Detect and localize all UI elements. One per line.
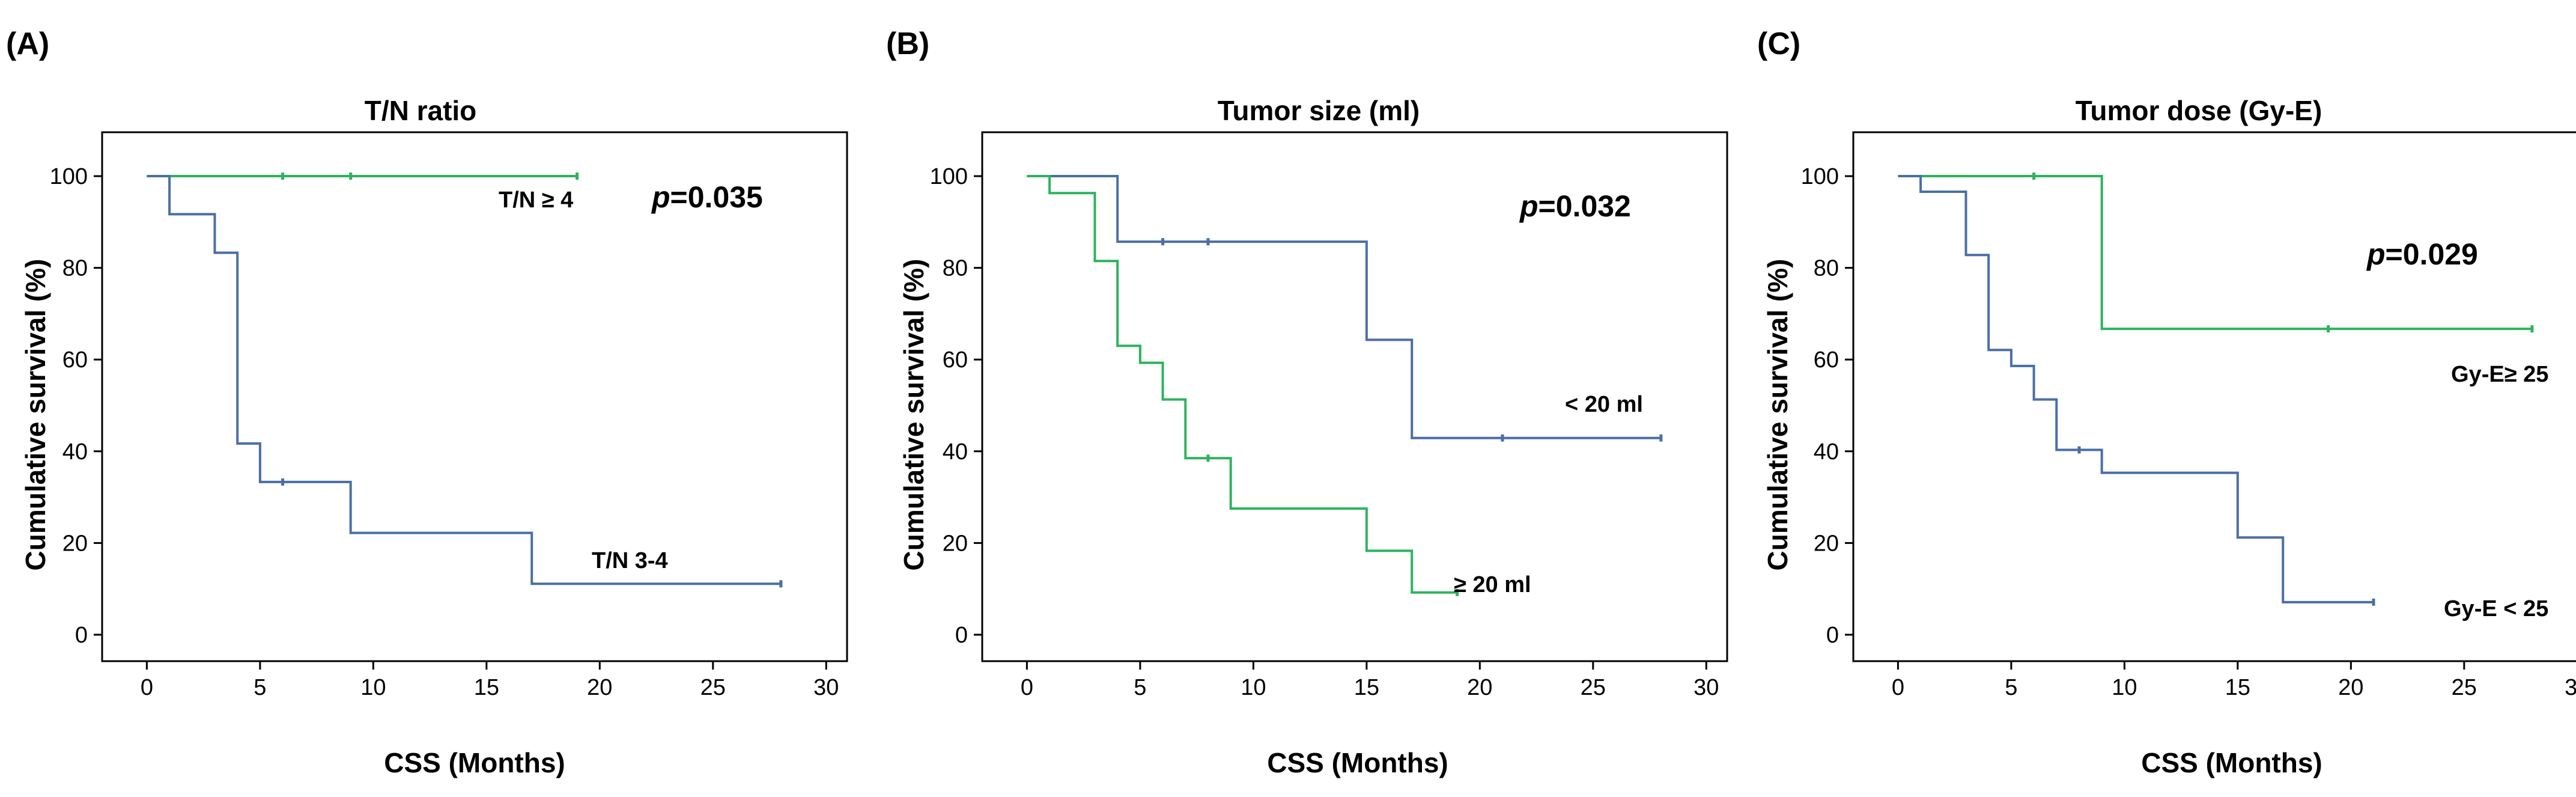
survival-curve-b-1	[1027, 175, 1457, 594]
panel-a: (A) T/N ratio 0 5 10 15 20 25 30 0 20 40 60 80 100 C…	[6, 26, 848, 778]
p-prefix-a: p	[651, 180, 670, 214]
y-tick-label-b-2: 40	[943, 439, 968, 465]
series-label-a-1: T/N 3-4	[592, 548, 668, 573]
x-tick-label-c-1: 5	[2005, 675, 2017, 700]
x-tick-label-c-6: 30	[2565, 675, 2576, 700]
panel-label-b: (B)	[886, 26, 929, 61]
axis-ticks-a: 0 5 10 15 20 25 30 0 20 40 60 80 100	[50, 164, 839, 700]
x-tick-label-b-0: 0	[1021, 675, 1033, 700]
plot-frame-b	[981, 131, 1728, 662]
y-axis-label-a: Cumulative survival (%)	[20, 259, 51, 571]
axis-ticks-b: 0 5 10 15 20 25 30 0 20 40 60 80 100	[930, 164, 1719, 700]
x-tick-label-c-5: 25	[2452, 675, 2477, 700]
x-tick-label-b-1: 5	[1134, 675, 1146, 700]
x-tick-label-b-3: 15	[1354, 675, 1379, 700]
x-tick-label-b-6: 30	[1694, 675, 1719, 700]
p-number-c: =0.029	[2386, 237, 2478, 271]
x-tick-label-a-4: 20	[587, 675, 612, 700]
x-tick-label-c-0: 0	[1892, 675, 1904, 700]
survival-curve-a-1	[147, 175, 781, 585]
p-value-b: p=0.032	[1519, 189, 1631, 223]
panel-label-a: (A)	[6, 26, 49, 61]
x-axis-label-b: CSS (Months)	[1267, 747, 1448, 778]
y-tick-label-a-5: 100	[50, 164, 88, 189]
plot-frame-a	[101, 131, 848, 662]
panel-b: (B) Tumor size (ml) 0 5 10 15 20 25 30 0 20 40 60 8…	[886, 26, 1728, 778]
series-label-b-1: ≥ 20 ml	[1454, 572, 1531, 597]
p-number-a: =0.035	[670, 180, 763, 214]
series-group-c	[1898, 173, 2534, 606]
x-tick-label-c-2: 10	[2112, 675, 2137, 700]
y-tick-label-a-2: 40	[62, 439, 88, 465]
y-tick-label-b-5: 100	[930, 164, 968, 189]
x-axis-label-c: CSS (Months)	[2141, 747, 2322, 778]
x-tick-label-c-3: 15	[2225, 675, 2250, 700]
p-prefix-c: p	[2366, 237, 2386, 271]
x-tick-label-b-2: 10	[1241, 675, 1266, 700]
x-tick-label-a-5: 25	[700, 675, 726, 700]
y-tick-label-b-1: 20	[943, 531, 968, 556]
series-label-c-0: Gy-E≥ 25	[2451, 362, 2548, 387]
survival-curve-c-1	[1898, 175, 2374, 603]
x-tick-label-a-3: 15	[474, 675, 499, 700]
panel-c: (C) Tumor dose (Gy-E) 0 5 10 15 20 25 30 0 20 40 6…	[1757, 26, 2576, 778]
plot-frame-c	[1852, 131, 2576, 662]
chart-title-b: Tumor size (ml)	[1218, 95, 1420, 126]
y-axis-label-c: Cumulative survival (%)	[1762, 259, 1793, 571]
x-tick-label-a-6: 30	[813, 675, 839, 700]
y-tick-label-a-0: 0	[75, 623, 88, 648]
series-group-a	[147, 173, 783, 588]
y-tick-label-c-1: 20	[1814, 531, 1839, 556]
series-label-a-0: T/N ≥ 4	[499, 188, 573, 213]
series-label-b-0: < 20 ml	[1565, 392, 1643, 417]
axis-ticks-c: 0 5 10 15 20 25 30 0 20 40 60 80 100	[1801, 164, 2576, 700]
y-tick-label-a-3: 60	[62, 347, 88, 373]
y-axis-label-b: Cumulative survival (%)	[898, 259, 929, 571]
x-tick-label-b-4: 20	[1467, 675, 1492, 700]
series-label-c-1: Gy-E < 25	[2444, 596, 2548, 621]
p-value-a: p=0.035	[651, 180, 763, 214]
y-tick-label-a-4: 80	[62, 256, 88, 281]
y-tick-label-b-4: 80	[943, 256, 968, 281]
panel-label-c: (C)	[1757, 26, 1800, 61]
x-tick-label-b-5: 25	[1581, 675, 1606, 700]
series-group-b	[1027, 175, 1663, 596]
survival-curve-b-0	[1027, 175, 1661, 439]
y-tick-label-c-5: 100	[1801, 164, 1839, 189]
y-tick-label-c-3: 60	[1814, 347, 1839, 373]
chart-title-c: Tumor dose (Gy-E)	[2076, 95, 2322, 126]
p-prefix-b: p	[1519, 189, 1539, 223]
x-tick-label-a-2: 10	[360, 675, 386, 700]
y-tick-label-c-4: 80	[1814, 256, 1839, 281]
p-number-b: =0.032	[1539, 189, 1631, 223]
x-tick-label-a-0: 0	[141, 675, 153, 700]
y-tick-label-b-3: 60	[943, 347, 968, 373]
survival-curve-c-0	[1898, 175, 2532, 331]
y-tick-label-a-1: 20	[62, 531, 88, 556]
chart-title-a: T/N ratio	[365, 95, 477, 126]
y-tick-label-c-0: 0	[1826, 623, 1839, 648]
p-value-c: p=0.029	[2366, 237, 2478, 271]
x-tick-label-a-1: 5	[254, 675, 266, 700]
x-axis-label-a: CSS (Months)	[384, 747, 565, 778]
y-tick-label-c-2: 40	[1814, 439, 1839, 465]
x-tick-label-c-4: 20	[2338, 675, 2363, 700]
y-tick-label-b-0: 0	[955, 623, 968, 648]
